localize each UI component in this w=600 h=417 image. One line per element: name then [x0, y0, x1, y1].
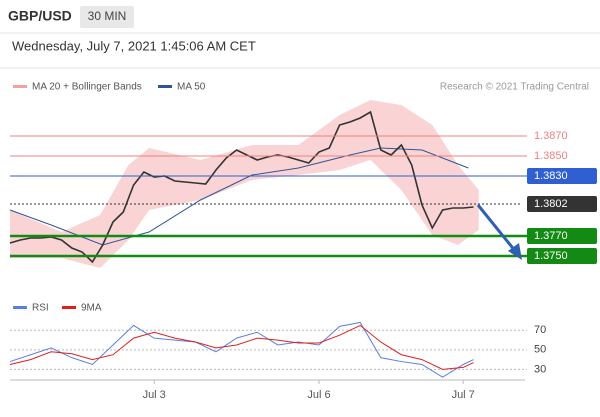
- legend-swatch: [158, 85, 172, 88]
- credit: Research © 2021 Trading Central: [440, 82, 589, 93]
- rsi-chart: 30 50 70: [9, 321, 546, 378]
- legend-label: MA 50: [177, 82, 206, 93]
- legend-swatch: [13, 85, 27, 88]
- legend-label: MA 20 + Bollinger Bands: [32, 82, 142, 93]
- price-chart: 1.3870 1.3850 1.3830 1.3802 1.3770 1.3750 Jul …: [9, 100, 597, 401]
- y-tick-label: 30: [534, 363, 546, 375]
- x-tick-label: Jul 3: [143, 389, 166, 401]
- level-box: [527, 168, 597, 184]
- timestamp: Wednesday, July 7, 2021 1:45:06 AM CET: [12, 38, 256, 53]
- series-line: [9, 324, 474, 370]
- interval[interactable]: 30 MIN: [88, 9, 127, 23]
- legend-label: 9MA: [81, 303, 102, 314]
- level-box: [527, 248, 597, 264]
- level-label: 1.3850: [534, 150, 568, 162]
- level-label: 1.3802: [534, 198, 568, 210]
- y-tick-label: 70: [534, 324, 546, 336]
- level-label: 1.3870: [534, 130, 568, 142]
- level-label: 1.3830: [534, 170, 568, 182]
- level-label: 1.3750: [534, 250, 568, 262]
- forecast-arrow: [476, 204, 518, 253]
- legend-label: RSI: [32, 303, 49, 314]
- legend-swatch: [13, 306, 27, 309]
- bollinger-band: [10, 100, 479, 268]
- x-tick-label: Jul 6: [307, 389, 330, 401]
- y-tick-label: 50: [534, 344, 546, 356]
- interval-button[interactable]: [80, 6, 134, 28]
- level-box: [527, 196, 597, 212]
- symbol: GBP/USD: [8, 8, 72, 24]
- legend-swatch: [62, 306, 76, 309]
- x-tick-label: Jul 7: [452, 389, 475, 401]
- level-box: [527, 228, 597, 244]
- forecast-arrowhead: [508, 243, 522, 260]
- series-line: [9, 147, 469, 246]
- level-label: 1.3770: [534, 230, 568, 242]
- series-line: [9, 321, 474, 378]
